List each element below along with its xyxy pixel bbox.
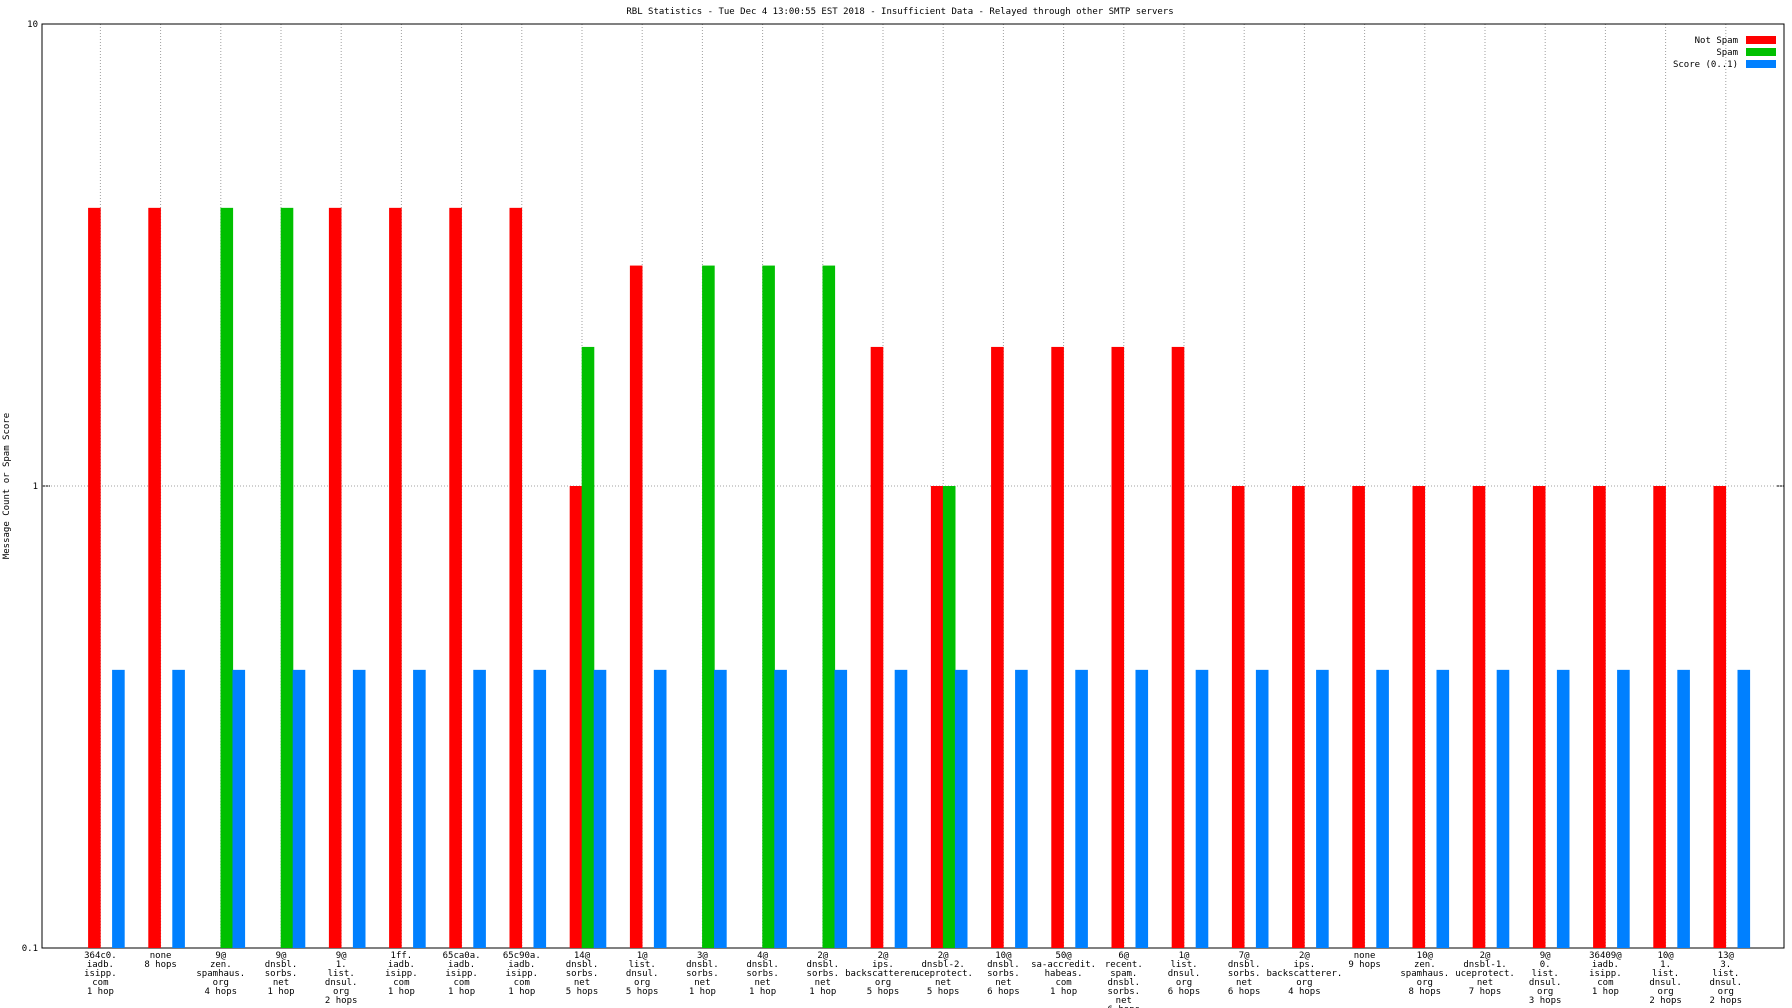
bar [834,669,848,948]
x-tick-label: 3@ dnsbl. sorbs. net 1 hop [686,951,719,997]
bar [569,486,583,948]
x-tick-label: 10@ 1. list. dnsul. org 2 hops [1649,951,1682,1006]
bar [1075,669,1088,948]
bar [1617,669,1630,948]
chart-title: RBL Statistics - Tue Dec 4 13:00:55 EST … [626,7,1173,17]
x-tick-label: 14@ dnsbl. sorbs. net 5 hops [566,951,599,997]
x-tick-label: 7@ dnsbl. sorbs. net 6 hops [1228,951,1261,997]
bar [413,669,426,948]
bar [220,207,234,949]
bar [172,669,185,948]
bar [930,486,944,948]
legend-swatch [1746,60,1776,68]
bar [702,265,715,949]
x-tick-label: 9@ 0. list. dnsul. org 3 hops [1529,951,1562,1006]
y-axis-label: Message Count or Spam Score [2,413,12,559]
legend-label: Spam [1716,48,1738,58]
bar [774,669,787,948]
bar [1412,486,1426,948]
x-tick-label: 50@ sa-accredit. habeas. com 1 hop [1031,951,1096,997]
x-tick-label: 2@ dnsbl-2. uceprotect. net 5 hops [913,951,973,997]
bar [894,669,908,948]
y-tick-label: 0.1 [22,944,38,954]
x-tick-label: 1@ list. dnsul. org 5 hops [626,951,659,997]
y-tick-label: 10 [27,20,38,30]
bar [112,669,125,948]
bar [1051,346,1064,948]
x-tick-label: 2@ ips. backscatterer. org 5 hops [845,951,921,997]
bar [389,207,402,949]
bar [1292,486,1305,948]
bar [1713,486,1727,948]
x-tick-label: 13@ 3. list. dnsul. org 2 hops [1710,951,1743,1006]
x-tick-label: none 8 hops [144,951,177,970]
x-tick-label: 2@ dnsbl-1. uceprotect. net 7 hops [1455,951,1515,997]
x-tick-label: 9@ 1. list. dnsul. org 2 hops [325,951,358,1006]
bar [1677,669,1690,948]
bar [1376,669,1389,948]
bar [1231,486,1245,948]
bar [1737,669,1751,948]
bar [1195,669,1209,948]
x-tick-label: 9@ dnsbl. sorbs. net 1 hop [265,951,298,997]
x-tick-label: 2@ ips. backscatterer. org 4 hops [1266,951,1342,997]
bar [1593,486,1606,948]
x-tick-label: 364c0. iadb. isipp. com 1 hop [84,951,117,997]
bar [629,265,643,949]
bar [1556,669,1570,948]
bar [1436,669,1450,948]
bar [148,207,161,949]
bar [1135,669,1149,948]
bar [714,669,727,948]
bar [1653,486,1666,948]
legend-swatch [1746,48,1776,56]
y-tick-label: 1 [33,482,38,492]
x-tick-label: 10@ zen. spamhaus. org 8 hops [1400,951,1449,997]
bar [942,486,956,948]
bar [292,669,306,948]
x-tick-label: 9@ zen. spamhaus. org 4 hops [196,951,245,997]
bar [509,207,523,949]
plot-frame [41,23,1785,949]
bar [581,346,595,948]
bar [1472,486,1486,948]
bar [232,669,246,948]
bar [954,669,968,948]
bar [352,669,366,948]
bar [1111,346,1125,948]
bar [88,207,101,949]
bar [653,669,667,948]
x-tick-label: 1@ list. dnsul. org 6 hops [1168,951,1201,997]
legend-swatch [1746,36,1776,44]
bar [1015,669,1028,948]
x-tick-label: 65c90a. iadb. isipp. com 1 hop [503,951,541,997]
bar [1496,669,1510,948]
bar [593,669,607,948]
bar [1171,346,1185,948]
bar [991,346,1004,948]
bar [449,207,462,949]
x-tick-label: 10@ dnsbl. sorbs. net 6 hops [987,951,1020,997]
bar [1255,669,1269,948]
x-tick-label: 2@ dnsbl. sorbs. net 1 hop [807,951,840,997]
x-tick-label: 4@ dnsbl. sorbs. net 1 hop [746,951,779,997]
legend-label: Score (0..1) [1673,60,1738,70]
x-tick-label: 1ff. iadb. isipp. com 1 hop [385,951,418,997]
bar [533,669,547,948]
bar [280,207,294,949]
legend-label: Not Spam [1695,36,1738,46]
bar [1532,486,1546,948]
bar [328,207,342,949]
bar [870,346,884,948]
bar [473,669,486,948]
bar [1316,669,1329,948]
bar [822,265,836,949]
x-tick-label: 36409@ iadb. isipp. com 1 hop [1589,951,1622,997]
bar [1352,486,1365,948]
x-tick-label: 65ca0a. iadb. isipp. com 1 hop [443,951,481,997]
x-tick-label: none 9 hops [1348,951,1381,970]
bar [762,265,775,949]
